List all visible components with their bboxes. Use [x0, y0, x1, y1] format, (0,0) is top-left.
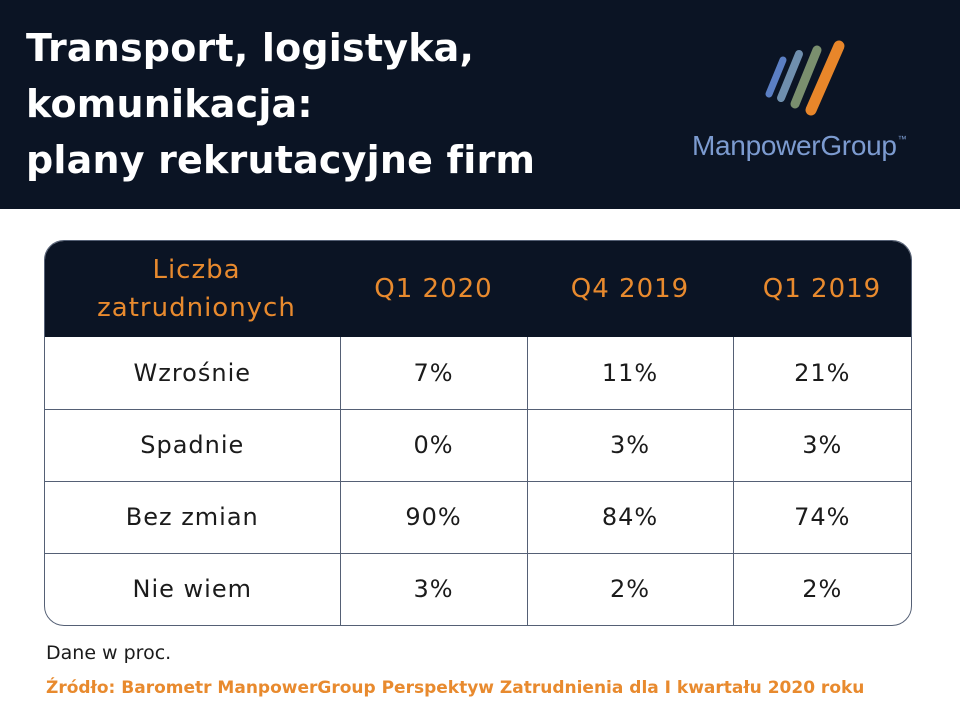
row-label: Wzrośnie — [133, 358, 251, 387]
row-label: Bez zmian — [45, 480, 340, 553]
table-cell: 7% — [339, 337, 527, 409]
column-header-category: Liczba zatrudnionych — [97, 255, 296, 323]
table-cell: 2% — [732, 552, 911, 625]
recruitment-table: Liczba zatrudnionych Q1 2020 Q4 2019 Q1 … — [44, 240, 912, 626]
table-header-row: Liczba zatrudnionych Q1 2020 Q4 2019 Q1 … — [45, 241, 911, 337]
table-cell: 90% — [339, 480, 527, 553]
column-header-q4-2019: Q4 2019 — [570, 274, 690, 304]
table-cell: 21% — [732, 337, 911, 409]
table-cell: 2% — [526, 552, 733, 625]
table-cell: 3% — [526, 408, 733, 481]
source-citation: Źródło: Barometr ManpowerGroup Perspekty… — [46, 678, 865, 698]
table-row: Bez zmian 90% 84% 74% — [45, 480, 911, 553]
header-banner: Transport, logistyka, komunikacja: plany… — [0, 0, 960, 209]
table-cell: 3% — [732, 408, 911, 481]
logo-wordmark: ManpowerGroup™ — [692, 130, 907, 161]
table-cell: 11% — [526, 337, 733, 409]
title-line: plany rekrutacyjne firm — [26, 138, 536, 182]
column-header-q1-2019: Q1 2019 — [762, 274, 882, 304]
title-line: Transport, logistyka, — [26, 26, 475, 70]
table-cell: 0% — [339, 408, 527, 481]
table-row: Nie wiem 3% 2% 2% — [45, 552, 911, 625]
table-row: Spadnie 0% 3% 3% — [45, 408, 911, 481]
data-unit-note: Dane w proc. — [46, 642, 172, 664]
table-row: Wzrośnie 7% 11% 21% — [45, 337, 911, 409]
row-label: Nie wiem — [45, 552, 340, 625]
title-line: komunikacja: — [26, 82, 313, 126]
table-cell: 84% — [526, 480, 733, 553]
table-cell: 3% — [339, 552, 527, 625]
column-header-q1-2020: Q1 2020 — [374, 274, 493, 304]
page-title: Transport, logistyka, komunikacja: plany… — [26, 20, 646, 188]
row-label: Spadnie — [45, 408, 340, 481]
manpowergroup-logo-icon — [765, 40, 845, 116]
table-cell: 74% — [732, 480, 911, 553]
